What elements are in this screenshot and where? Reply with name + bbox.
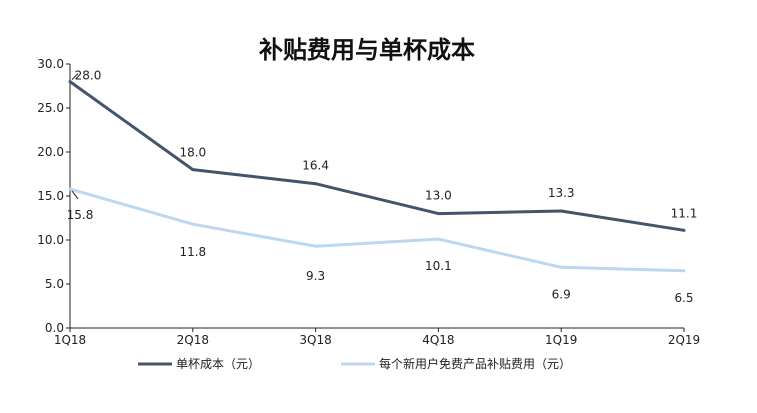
data-point: [559, 209, 563, 213]
x-tick-label: 2Q19: [668, 333, 700, 347]
series-line-2: [69, 187, 685, 273]
data-label: 11.1: [671, 206, 698, 220]
data-point: [191, 168, 195, 172]
legend-label-2: 每个新用户免费产品补贴费用（元）: [379, 356, 571, 371]
chart-title: 补贴费用与单杯成本: [259, 36, 475, 64]
y-tick-label: 0.0: [45, 321, 64, 335]
series-line-1: [69, 80, 685, 232]
y-tick-label: 5.0: [45, 277, 64, 291]
data-label: 13.3: [548, 186, 575, 200]
x-tick-label: 1Q18: [54, 333, 86, 347]
data-label: 16.4: [302, 159, 329, 173]
x-tick-label: 3Q18: [299, 333, 331, 347]
label-leader-line: [71, 73, 79, 80]
axes: 0.0 5.0 10.0 15.0 20.0 25.0 30.0 1Q18 2Q18 3Q18 4Q…: [37, 57, 700, 347]
data-point: [191, 222, 195, 226]
data-label: 9.3: [306, 269, 325, 283]
data-point: [682, 228, 686, 232]
data-point: [559, 265, 563, 269]
x-tick-label: 1Q19: [545, 333, 577, 347]
label-leader-line: [71, 190, 79, 200]
data-label: 13.0: [425, 189, 452, 203]
y-tick-label: 15.0: [37, 189, 64, 203]
y-tick-label: 20.0: [37, 145, 64, 159]
y-tick-label: 10.0: [37, 233, 64, 247]
legend-label-1: 单杯成本（元）: [176, 357, 260, 371]
data-point: [314, 244, 318, 248]
x-tick-label: 2Q18: [177, 333, 209, 347]
y-tick-label: 25.0: [37, 101, 64, 115]
data-point: [436, 212, 440, 216]
data-label: 15.8: [67, 208, 94, 222]
data-label: 28.0: [75, 69, 102, 83]
data-point: [68, 187, 72, 191]
data-label: 6.5: [674, 291, 693, 305]
data-point: [682, 269, 686, 273]
data-label: 6.9: [552, 287, 571, 301]
legend: 单杯成本（元） 每个新用户免费产品补贴费用（元）: [138, 356, 571, 371]
data-labels: 28.0 18.0 16.4 13.0 13.3 11.1 15.8 11.8 9.3 10.1 6…: [67, 69, 698, 305]
x-tick-label: 4Q18: [422, 333, 454, 347]
data-label: 18.0: [179, 146, 206, 160]
data-point: [314, 182, 318, 186]
data-label: 10.1: [425, 259, 452, 273]
series-layer: [68, 80, 686, 273]
data-point: [68, 80, 72, 84]
data-label: 11.8: [179, 245, 206, 259]
data-point: [436, 237, 440, 241]
y-tick-label: 30.0: [37, 57, 64, 71]
